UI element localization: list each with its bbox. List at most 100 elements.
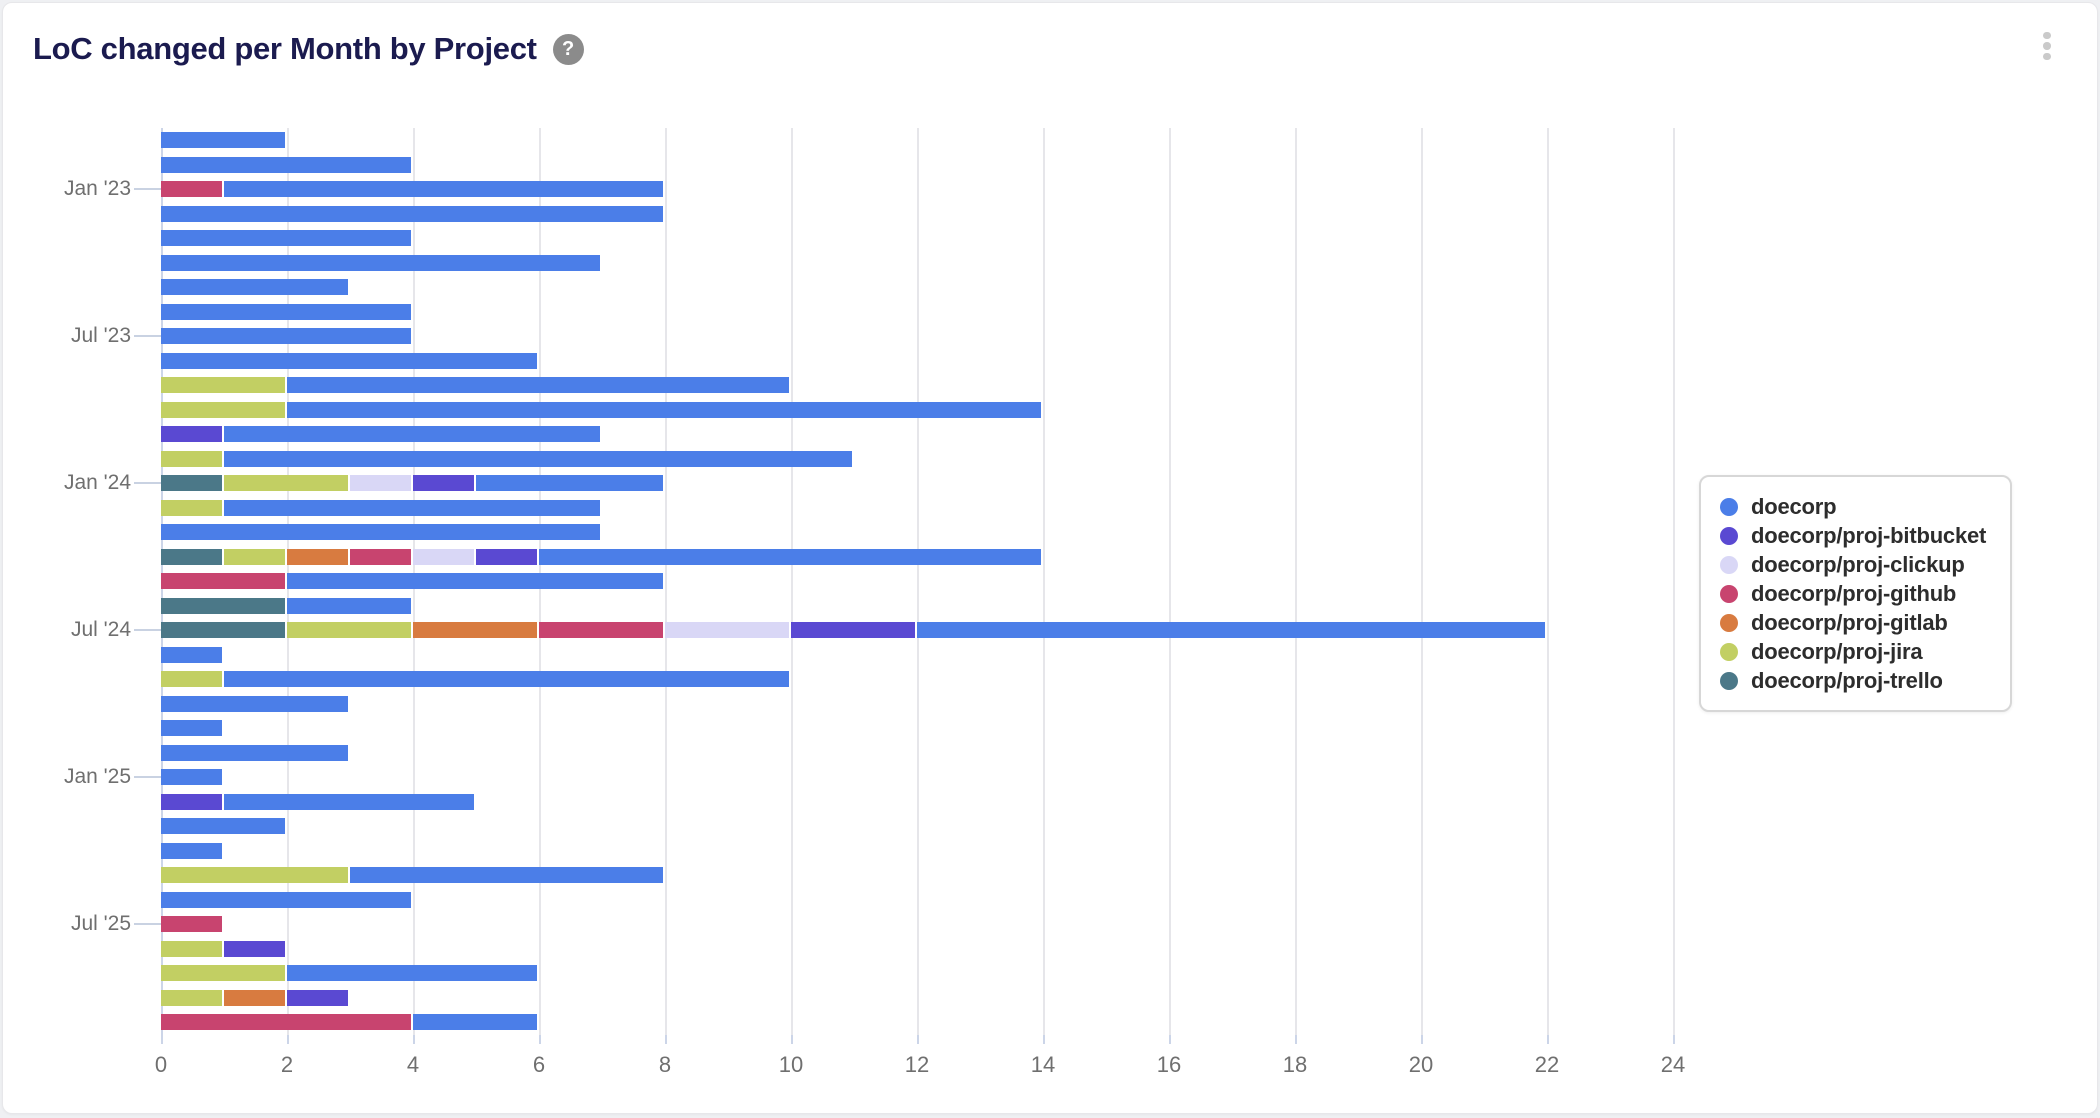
- bar-segment[interactable]: [476, 548, 537, 565]
- legend-item[interactable]: doecorp/proj-clickup: [1720, 550, 1986, 579]
- bar-segment[interactable]: [161, 940, 222, 957]
- bar-segment[interactable]: [161, 377, 285, 394]
- bar-segment[interactable]: [287, 622, 411, 639]
- bar-segment[interactable]: [161, 769, 222, 786]
- bar-segment[interactable]: [665, 622, 789, 639]
- bar-row: [161, 450, 852, 467]
- bar-segment[interactable]: [161, 254, 600, 271]
- bar-segment[interactable]: [413, 548, 474, 565]
- x-tick-label: 10: [778, 1052, 804, 1077]
- bar-segment[interactable]: [539, 622, 663, 639]
- bar-row: [161, 279, 348, 296]
- bar-segment[interactable]: [161, 279, 348, 296]
- bar-row: [161, 916, 222, 933]
- legend-label: doecorp/proj-trello: [1751, 667, 1943, 693]
- bar-segment[interactable]: [917, 622, 1545, 639]
- bar-segment[interactable]: [161, 720, 222, 737]
- legend-label: doecorp/proj-github: [1751, 580, 1957, 606]
- bar-segment[interactable]: [161, 205, 663, 222]
- bar-segment[interactable]: [161, 818, 285, 835]
- bar-row: [161, 230, 411, 247]
- bar-segment[interactable]: [161, 132, 285, 149]
- bar-segment[interactable]: [161, 352, 537, 369]
- bar-segment[interactable]: [224, 426, 600, 443]
- x-tick-label: 0: [154, 1052, 168, 1077]
- bar-segment[interactable]: [224, 499, 600, 516]
- bar-segment[interactable]: [224, 989, 285, 1006]
- bar-row: [161, 867, 663, 884]
- bar-segment[interactable]: [161, 303, 411, 320]
- bar-segment[interactable]: [413, 475, 474, 492]
- bar-segment[interactable]: [161, 181, 222, 198]
- bar-segment[interactable]: [161, 548, 222, 565]
- bar-segment[interactable]: [350, 867, 663, 884]
- bar-segment[interactable]: [224, 793, 474, 810]
- legend-label: doecorp: [1751, 493, 1837, 519]
- y-tick-label: Jan '23: [63, 177, 131, 201]
- bar-segment[interactable]: [161, 328, 411, 345]
- grid-line: [1043, 128, 1045, 1035]
- bar-row: [161, 646, 222, 663]
- bar-segment[interactable]: [287, 401, 1041, 418]
- bar-segment[interactable]: [224, 475, 348, 492]
- kebab-menu-icon[interactable]: [2035, 29, 2059, 63]
- bar-segment[interactable]: [161, 450, 222, 467]
- bar-segment[interactable]: [161, 744, 348, 761]
- bar-segment[interactable]: [224, 548, 285, 565]
- bar-segment[interactable]: [224, 450, 852, 467]
- bar-segment[interactable]: [224, 181, 663, 198]
- bar-row: [161, 181, 663, 198]
- bar-segment[interactable]: [287, 573, 663, 590]
- legend-item[interactable]: doecorp/proj-trello: [1720, 666, 1986, 695]
- bar-segment[interactable]: [791, 622, 915, 639]
- bar-segment[interactable]: [224, 940, 285, 957]
- legend-item[interactable]: doecorp/proj-jira: [1720, 637, 1986, 666]
- bar-segment[interactable]: [161, 230, 411, 247]
- bar-segment[interactable]: [161, 597, 285, 614]
- bar-segment[interactable]: [287, 377, 789, 394]
- bar-segment[interactable]: [161, 916, 222, 933]
- legend-item[interactable]: doecorp/proj-gitlab: [1720, 608, 1986, 637]
- bar-segment[interactable]: [161, 1014, 411, 1031]
- bar-segment[interactable]: [161, 671, 222, 688]
- bar-segment[interactable]: [413, 622, 537, 639]
- grid-line: [1673, 128, 1675, 1035]
- bar-segment[interactable]: [161, 156, 411, 173]
- bar-segment[interactable]: [413, 1014, 537, 1031]
- legend-color-dot: [1720, 555, 1738, 574]
- bar-segment[interactable]: [161, 965, 285, 982]
- bar-segment[interactable]: [161, 426, 222, 443]
- x-tick-label: 22: [1534, 1052, 1560, 1077]
- bar-segment[interactable]: [161, 475, 222, 492]
- bar-segment[interactable]: [476, 475, 663, 492]
- bar-segment[interactable]: [161, 695, 348, 712]
- bar-segment[interactable]: [287, 989, 348, 1006]
- bar-segment[interactable]: [161, 891, 411, 908]
- help-icon[interactable]: ?: [552, 33, 584, 65]
- bar-segment[interactable]: [161, 524, 600, 541]
- bar-segment[interactable]: [161, 842, 222, 859]
- bar-segment[interactable]: [161, 573, 285, 590]
- bar-segment[interactable]: [161, 401, 285, 418]
- bar-segment[interactable]: [287, 965, 537, 982]
- bar-row: [161, 597, 411, 614]
- bar-segment[interactable]: [161, 867, 348, 884]
- bar-segment[interactable]: [224, 671, 789, 688]
- bar-row: [161, 426, 600, 443]
- legend-item[interactable]: doecorp/proj-github: [1720, 579, 1986, 608]
- legend-item[interactable]: doecorp/proj-bitbucket: [1720, 521, 1986, 550]
- bar-segment[interactable]: [539, 548, 1041, 565]
- bar-segment[interactable]: [161, 499, 222, 516]
- x-tick-label: 2: [280, 1052, 294, 1077]
- bar-segment[interactable]: [161, 646, 222, 663]
- legend-item[interactable]: doecorp: [1720, 492, 1986, 521]
- bar-segment[interactable]: [350, 475, 411, 492]
- bar-row: [161, 352, 537, 369]
- bar-segment[interactable]: [287, 548, 348, 565]
- bar-segment[interactable]: [287, 597, 411, 614]
- bar-segment[interactable]: [161, 622, 285, 639]
- bar-segment[interactable]: [350, 548, 411, 565]
- x-tick-label: 12: [904, 1052, 930, 1077]
- bar-segment[interactable]: [161, 793, 222, 810]
- bar-segment[interactable]: [161, 989, 222, 1006]
